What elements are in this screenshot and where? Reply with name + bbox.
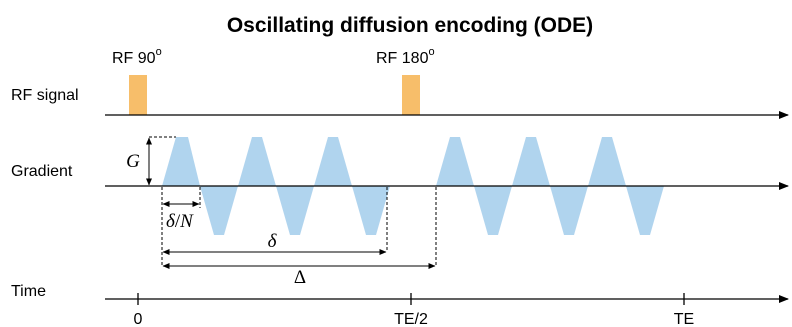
gradient-lobes-first-half [162,137,390,235]
time-tick-label-te: TE [674,311,694,327]
rf-90-label: RF 90o [112,46,162,67]
gradient-lobe-negative [352,186,390,235]
time-tick-label-0: 0 [134,311,143,327]
rf-90-pulse [129,75,147,115]
rf-signal-label: RF signal [11,87,79,104]
gradient-lobe-negative [200,186,238,235]
gradient-lobe-positive [314,137,352,186]
gradient-lobe-positive [436,137,474,186]
gradient-lobe-negative [276,186,314,235]
gradient-lobe-negative [474,186,512,235]
diagram-title: Oscillating diffusion encoding (ODE) [227,14,593,37]
gradient-lobe-negative [550,186,588,235]
gradient-lobe-positive [512,137,550,186]
Delta-label: Δ [294,267,306,288]
delta-over-n-label: δ/N [166,211,194,232]
rf-180-pulse [402,75,420,115]
gradient-lobes-second-half [436,137,664,235]
gradient-lobe-positive [238,137,276,186]
g-amplitude-label: G [126,151,140,172]
time-label: Time [11,283,46,300]
gradient-lobe-positive [162,137,200,186]
gradient-label: Gradient [11,163,73,180]
gradient-lobe-negative [626,186,664,235]
rf-180-label: RF 180o [376,46,435,67]
gradient-lobe-positive [588,137,626,186]
delta-label: δ [268,231,278,252]
time-tick-label-te-half: TE/2 [394,311,428,327]
